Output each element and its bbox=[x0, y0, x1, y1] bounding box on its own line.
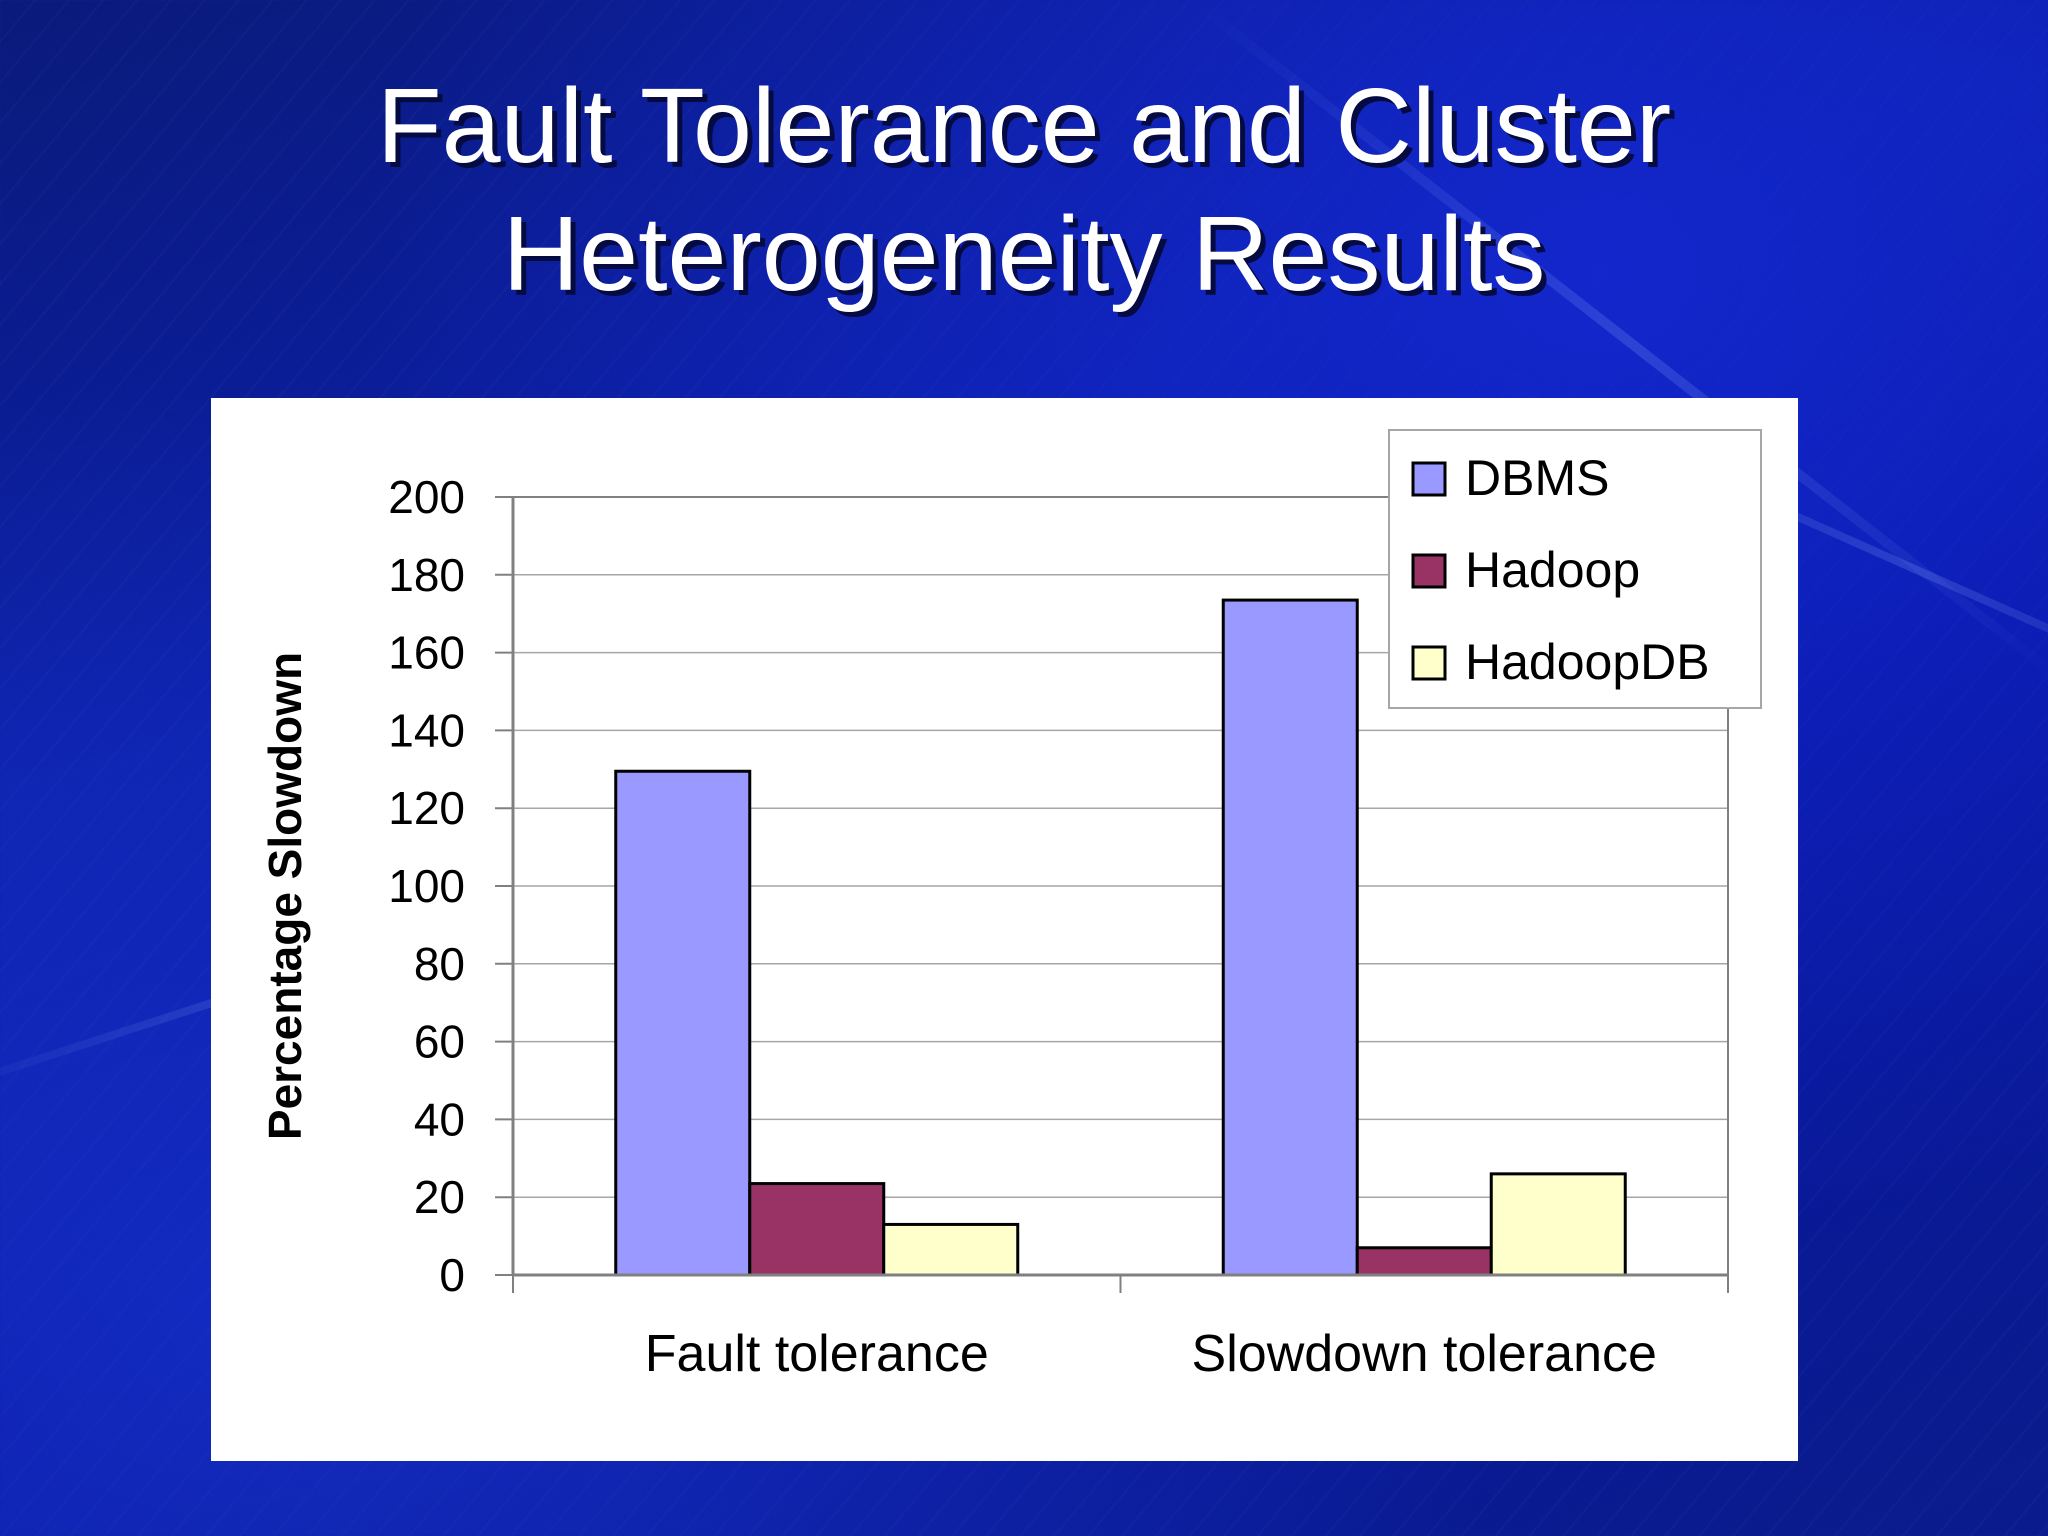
y-tick-label: 100 bbox=[388, 860, 465, 912]
y-tick-label: 20 bbox=[414, 1171, 465, 1223]
bar-hadoopdb-1 bbox=[882, 1222, 1020, 1277]
bar-dbms-2 bbox=[1221, 598, 1359, 1277]
y-tick-label: 180 bbox=[388, 549, 465, 601]
bar-chart: 0 20 40 60 80 100 120 140 160 180 200 Fault tolera… bbox=[259, 429, 1762, 1383]
y-tick-label: 60 bbox=[414, 1016, 465, 1068]
y-axis-title: Percentage Slowdown bbox=[259, 652, 311, 1140]
y-tick-label: 140 bbox=[388, 704, 465, 756]
legend-label-hadoopdb: HadoopDB bbox=[1465, 634, 1710, 690]
y-tick-label: 160 bbox=[388, 627, 465, 679]
legend-label-hadoop: Hadoop bbox=[1465, 542, 1640, 598]
category-labels: Fault tolerance Slowdown tolerance bbox=[645, 1325, 1657, 1383]
legend-box bbox=[1388, 429, 1762, 709]
bar-dbms-1 bbox=[614, 769, 752, 1277]
y-tick-label: 40 bbox=[414, 1093, 465, 1145]
legend: DBMS Hadoop HadoopDB bbox=[1388, 429, 1762, 709]
bar-hadoop-2 bbox=[1355, 1246, 1493, 1277]
slide-title-line-1: Fault Tolerance and Cluster bbox=[376, 67, 1672, 185]
bar-hadoop-1 bbox=[748, 1182, 886, 1277]
slide-title: Fault Tolerance and Cluster Heterogeneit… bbox=[0, 62, 2048, 318]
slide-title-line-2: Heterogeneity Results bbox=[502, 195, 1546, 313]
x-category-label: Slowdown tolerance bbox=[1192, 1325, 1657, 1383]
chart-panel: 0 20 40 60 80 100 120 140 160 180 200 Fault tolera… bbox=[211, 398, 1798, 1461]
x-category-label: Fault tolerance bbox=[645, 1325, 989, 1383]
bar-hadoopdb-2 bbox=[1489, 1172, 1627, 1277]
y-tick-label: 0 bbox=[439, 1249, 465, 1301]
y-tick-label: 80 bbox=[414, 938, 465, 990]
legend-swatch-hadoopdb bbox=[1411, 645, 1447, 681]
legend-label-dbms: DBMS bbox=[1465, 450, 1609, 506]
y-tick-label: 200 bbox=[388, 471, 465, 523]
y-tick-label: 120 bbox=[388, 782, 465, 834]
y-tick-labels: 0 20 40 60 80 100 120 140 160 180 200 bbox=[388, 471, 513, 1301]
legend-swatch-hadoop bbox=[1411, 553, 1447, 589]
legend-swatch-dbms bbox=[1411, 461, 1447, 497]
